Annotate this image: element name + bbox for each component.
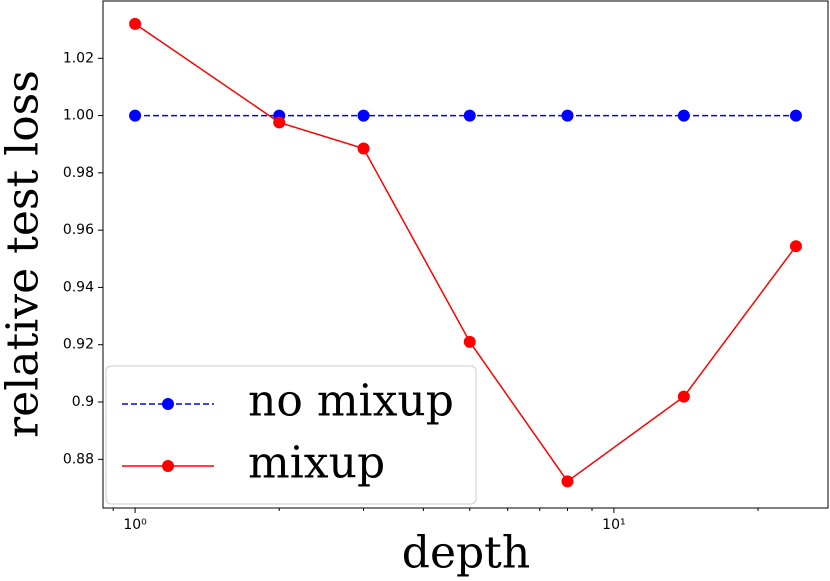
data-point [273, 116, 286, 129]
data-point [561, 109, 574, 122]
data-point [463, 335, 476, 348]
data-point [463, 109, 476, 122]
y-tick-label: 0.9 [72, 394, 94, 410]
x-axis-label: depth [402, 528, 530, 579]
y-tick-label: 0.98 [63, 165, 94, 181]
data-point [789, 109, 802, 122]
data-point [357, 109, 370, 122]
y-axis-label: relative test loss [0, 70, 49, 438]
data-point [677, 390, 690, 403]
data-point [357, 142, 370, 155]
legend-marker [162, 460, 174, 472]
data-point [561, 475, 574, 488]
y-tick-label: 0.92 [63, 337, 94, 353]
y-tick-label: 0.88 [63, 451, 94, 467]
legend-label: mixup [248, 438, 385, 489]
legend-box [105, 365, 477, 505]
data-point [129, 17, 142, 30]
y-tick-label: 0.96 [63, 222, 94, 238]
legend-marker [162, 398, 174, 410]
y-tick-label: 1.02 [63, 50, 94, 66]
x-tick-label: 10⁰ [123, 517, 147, 533]
data-point [789, 240, 802, 253]
legend: no mixup mixup [105, 365, 477, 505]
legend-label: no mixup [248, 376, 454, 427]
x-tick-label: 10¹ [602, 517, 625, 533]
plot-frame [102, 0, 829, 509]
data-point [129, 109, 142, 122]
data-point [677, 109, 690, 122]
y-tick-label: 1.00 [63, 108, 94, 124]
y-tick-label: 0.94 [63, 279, 94, 295]
